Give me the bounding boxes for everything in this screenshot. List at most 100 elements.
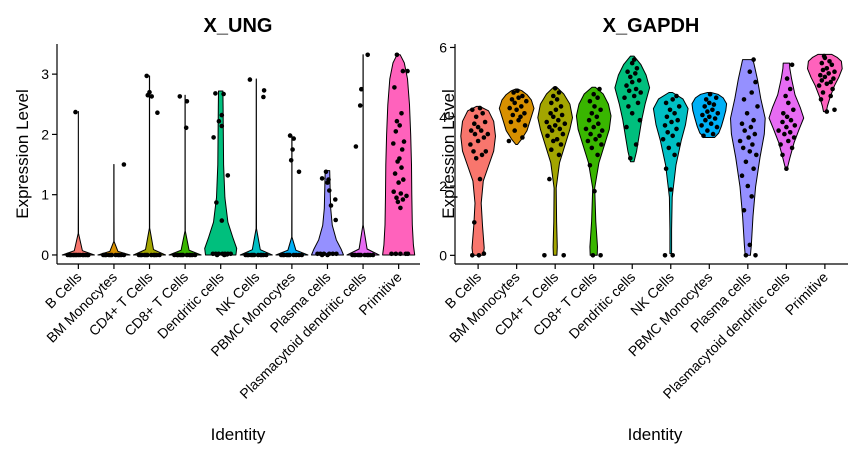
x-gapdh-point-primitive-10 bbox=[831, 76, 836, 81]
x-gapdh-point-plasma-cells-24 bbox=[753, 79, 758, 85]
x-ung-point-pbmc-monocytes-13 bbox=[280, 252, 286, 258]
x-ung-point-primitive-18 bbox=[398, 191, 404, 196]
x-gapdh-point-plasmacytoid-dendritic-cells-8 bbox=[776, 128, 781, 133]
x-gapdh-point-cd8-t-cells-10 bbox=[588, 131, 593, 137]
x-gapdh-point-primitive-11 bbox=[822, 74, 828, 80]
x-gapdh-point-nk-cells-6 bbox=[676, 142, 681, 147]
x-gapdh-point-cd4-t-cells-16 bbox=[556, 117, 561, 123]
x-ung-point-nk-cells-0 bbox=[247, 77, 253, 82]
x-gapdh-point-bm-monocytes-2 bbox=[512, 128, 517, 133]
x-gapdh-point-pbmc-monocytes-16 bbox=[703, 97, 709, 102]
x-gapdh-point-dendritic-cells-16 bbox=[633, 71, 638, 76]
x-ung-point-plasma-cells-1 bbox=[319, 176, 325, 181]
x-gapdh-point-pbmc-monocytes-5 bbox=[708, 121, 714, 126]
x-ung-point-primitive-23 bbox=[398, 205, 403, 211]
x-ung-point-cd8-t-cells-2 bbox=[183, 125, 189, 131]
x-ung-point-bm-monocytes-8 bbox=[121, 252, 127, 258]
x-gapdh-point-cd8-t-cells-17 bbox=[589, 111, 595, 116]
x-ung-point-dendritic-cells-1 bbox=[221, 91, 226, 97]
x-gapdh-point-nk-cells-3 bbox=[663, 166, 669, 171]
x-ung-point-plasma-cells-12 bbox=[330, 251, 336, 257]
x-gapdh-point-bm-monocytes-12 bbox=[512, 100, 517, 106]
x-gapdh-point-bm-monocytes-0 bbox=[506, 138, 512, 144]
x-ung-point-cd4-t-cells-4 bbox=[145, 92, 151, 98]
x-ung-point-dendritic-cells-2 bbox=[219, 112, 225, 118]
x-ung-point-plasma-cells-5 bbox=[333, 197, 338, 202]
x-gapdh-point-primitive-13 bbox=[826, 71, 831, 76]
x-gapdh-point-cd8-t-cells-20 bbox=[587, 98, 593, 104]
x-ung-point-bm-monocytes-0 bbox=[121, 162, 127, 167]
x-gapdh-point-cd8-t-cells-1 bbox=[598, 253, 603, 258]
x-gapdh-point-plasma-cells-13 bbox=[737, 138, 743, 144]
x-ung-x-axis-title: Identity bbox=[211, 425, 266, 444]
x-gapdh-point-cd4-t-cells-1 bbox=[561, 253, 566, 258]
x-gapdh-point-nk-cells-0 bbox=[662, 253, 668, 258]
x-ung-violin-b-cells bbox=[61, 111, 95, 256]
x-ung-point-nk-cells-12 bbox=[250, 252, 255, 258]
x-gapdh-point-primitive-15 bbox=[820, 67, 826, 73]
x-gapdh-point-cd8-t-cells-16 bbox=[594, 114, 600, 120]
x-gapdh-point-dendritic-cells-13 bbox=[629, 79, 635, 85]
x-ung-point-plasmacytoid-dendritic-cells-2 bbox=[357, 103, 363, 108]
x-gapdh-point-cd4-t-cells-6 bbox=[551, 138, 556, 144]
x-gapdh-point-bm-monocytes-6 bbox=[518, 114, 523, 120]
x-gapdh-point-bm-monocytes-13 bbox=[524, 98, 529, 104]
x-gapdh-point-cd4-t-cells-10 bbox=[549, 128, 555, 133]
x-gapdh-point-cd8-t-cells-11 bbox=[599, 128, 605, 133]
x-gapdh-point-plasma-cells-7 bbox=[751, 166, 756, 171]
x-ung-point-plasmacytoid-dendritic-cells-14 bbox=[366, 252, 371, 258]
x-gapdh-point-b-cells-5 bbox=[473, 156, 479, 161]
x-ung-point-plasmacytoid-dendritic-cells-3 bbox=[353, 144, 359, 149]
x-ung-point-primitive-17 bbox=[391, 189, 397, 194]
x-gapdh-point-pbmc-monocytes-17 bbox=[713, 95, 719, 100]
x-gapdh-point-dendritic-cells-15 bbox=[628, 74, 633, 80]
x-ung-point-cd8-t-cells-12 bbox=[179, 252, 184, 258]
x-ung-violin-cd4-t-cells bbox=[133, 75, 166, 256]
x-gapdh-point-nk-cells-14 bbox=[664, 114, 670, 120]
x-ung-violin-primitive bbox=[382, 54, 416, 256]
x-gapdh-point-cd8-t-cells-9 bbox=[597, 133, 602, 139]
x-gapdh-point-bm-monocytes-17 bbox=[511, 90, 516, 95]
x-gapdh-point-bm-monocytes-5 bbox=[516, 117, 521, 123]
x-gapdh-point-plasma-cells-3 bbox=[741, 208, 747, 213]
x-gapdh-point-pbmc-monocytes-15 bbox=[707, 100, 712, 106]
x-ung-point-primitive-24 bbox=[389, 251, 394, 257]
x-gapdh-point-b-cells-21 bbox=[470, 107, 475, 113]
x-ung-point-primitive-7 bbox=[393, 129, 399, 134]
x-gapdh-point-plasmacytoid-dendritic-cells-4 bbox=[786, 138, 791, 144]
x-ung-point-b-cells-12 bbox=[81, 252, 86, 258]
x-ung-point-plasma-cells-0 bbox=[323, 169, 329, 175]
x-gapdh-point-nk-cells-9 bbox=[665, 130, 670, 135]
x-gapdh-point-dendritic-cells-4 bbox=[629, 111, 635, 116]
x-gapdh-violin-plasma-cells bbox=[730, 59, 766, 256]
x-gapdh-point-pbmc-monocytes-14 bbox=[711, 102, 717, 107]
x-ung-chart-title: X_UNG bbox=[204, 15, 273, 37]
x-gapdh-point-dendritic-cells-6 bbox=[635, 100, 641, 106]
x-ung-point-nk-cells-2 bbox=[261, 94, 266, 100]
x-gapdh-point-bm-monocytes-8 bbox=[522, 111, 527, 116]
x-gapdh-point-cd8-t-cells-22 bbox=[591, 91, 596, 97]
x-gapdh-point-cd8-t-cells-3 bbox=[587, 163, 593, 168]
x-ung-point-primitive-28 bbox=[405, 251, 411, 257]
x-gapdh-point-b-cells-16 bbox=[475, 124, 481, 130]
x-ung-point-plasmacytoid-dendritic-cells-1 bbox=[359, 86, 364, 92]
x-gapdh-point-cd4-t-cells-3 bbox=[556, 152, 562, 158]
x-gapdh-point-bm-monocytes-4 bbox=[508, 119, 514, 125]
x-gapdh-point-primitive-19 bbox=[827, 59, 832, 64]
x-ung-point-primitive-3 bbox=[392, 85, 397, 90]
x-ung-y-tick-label-1: 1 bbox=[41, 187, 49, 203]
x-ung-point-cd8-t-cells-0 bbox=[177, 94, 183, 99]
x-ung-point-primitive-10 bbox=[399, 147, 405, 152]
x-gapdh-point-cd8-t-cells-4 bbox=[595, 152, 600, 158]
x-gapdh-point-nk-cells-12 bbox=[669, 119, 674, 125]
x-gapdh-point-plasma-cells-0 bbox=[743, 253, 749, 258]
x-gapdh-point-pbmc-monocytes-13 bbox=[702, 104, 707, 109]
x-ung-point-cd8-t-cells-11 bbox=[175, 252, 181, 258]
x-ung-point-b-cells-13 bbox=[85, 252, 90, 258]
x-gapdh-point-plasmacytoid-dendritic-cells-2 bbox=[789, 145, 795, 151]
x-gapdh-point-pbmc-monocytes-6 bbox=[703, 117, 708, 123]
x-gapdh-point-cd8-t-cells-21 bbox=[595, 95, 600, 100]
x-ung-point-primitive-12 bbox=[395, 159, 400, 164]
